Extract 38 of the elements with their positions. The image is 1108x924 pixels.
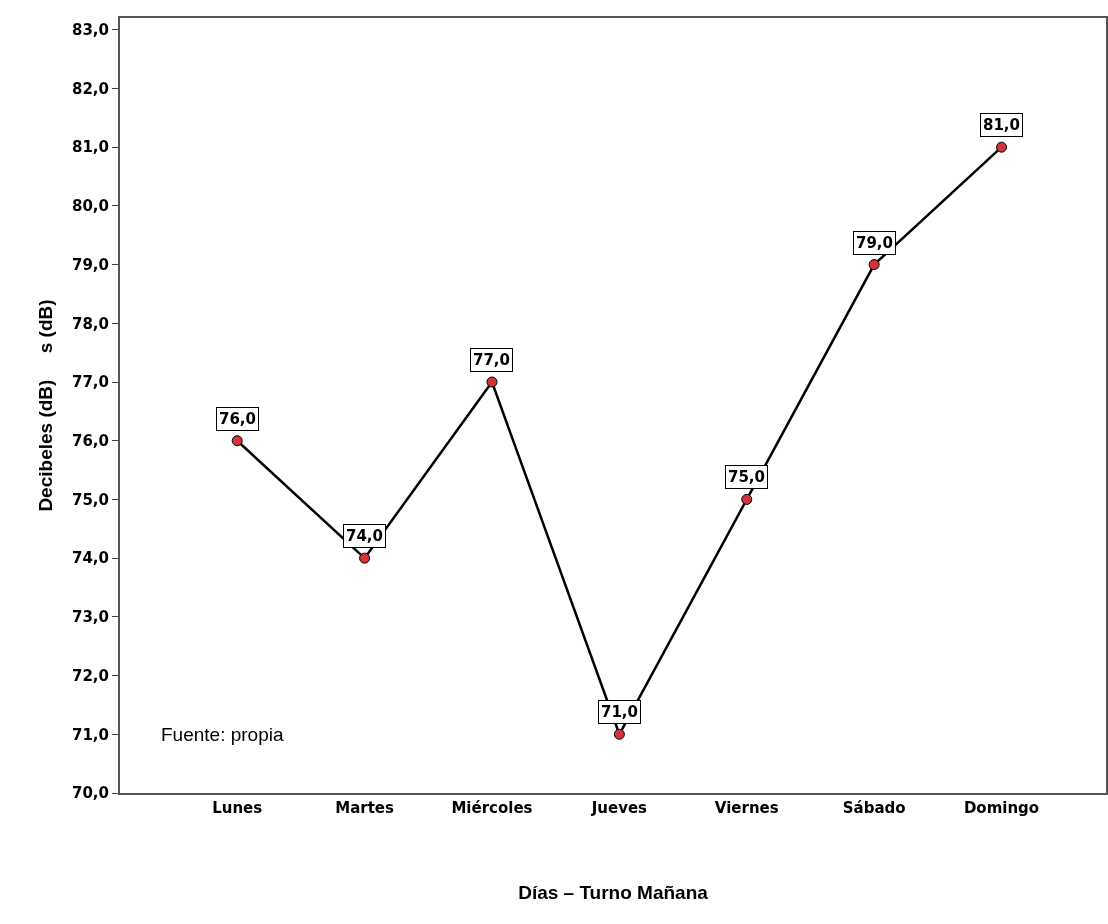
y-tick-label: 80,0 <box>71 197 109 216</box>
x-tick-label: Jueves <box>590 799 648 817</box>
annotation: Fuente: propia <box>161 724 284 745</box>
point <box>359 552 371 564</box>
x-tick-label: Sábado <box>842 799 906 817</box>
point <box>231 435 243 447</box>
y-tick-label: 76,0 <box>71 431 109 450</box>
data-label: 74,0 <box>346 527 384 545</box>
point <box>613 728 625 740</box>
x-axis-title: Días – Turno Mañana <box>518 882 709 904</box>
y-tick-label: 83,0 <box>71 20 109 39</box>
y-tick-label: 74,0 <box>71 549 109 568</box>
data-label: 76,0 <box>219 410 257 428</box>
x-tick-label: Lunes <box>212 799 263 817</box>
y-tick-label: 70,0 <box>71 784 109 803</box>
point <box>741 493 753 505</box>
data-label: 77,0 <box>473 351 511 369</box>
y-tick-label: 81,0 <box>71 138 109 157</box>
x-tick-label: Viernes <box>714 799 779 817</box>
point <box>486 376 498 388</box>
x-tick-label: Domingo <box>963 799 1040 817</box>
data-label: 79,0 <box>856 234 894 252</box>
y-tick-label: 78,0 <box>71 314 109 333</box>
x-tick-label: Martes <box>335 799 395 817</box>
data-label: 71,0 <box>601 703 639 721</box>
y-tick-label: 77,0 <box>71 373 109 392</box>
y-tick-label: 72,0 <box>71 666 109 685</box>
y-axis-title: Decibeles (dB) s (dB) <box>35 299 57 512</box>
x-tick-label: Miércoles <box>451 799 533 817</box>
data-label: 81,0 <box>983 116 1021 134</box>
y-tick-label: 71,0 <box>71 725 109 744</box>
y-tick-label: 79,0 <box>71 255 109 274</box>
point <box>868 259 880 271</box>
y-tick-label: 82,0 <box>71 79 109 98</box>
y-tick-label: 73,0 <box>71 608 109 627</box>
data-label: 75,0 <box>728 468 766 486</box>
y-tick-label: 75,0 <box>71 490 109 509</box>
point <box>996 141 1008 153</box>
